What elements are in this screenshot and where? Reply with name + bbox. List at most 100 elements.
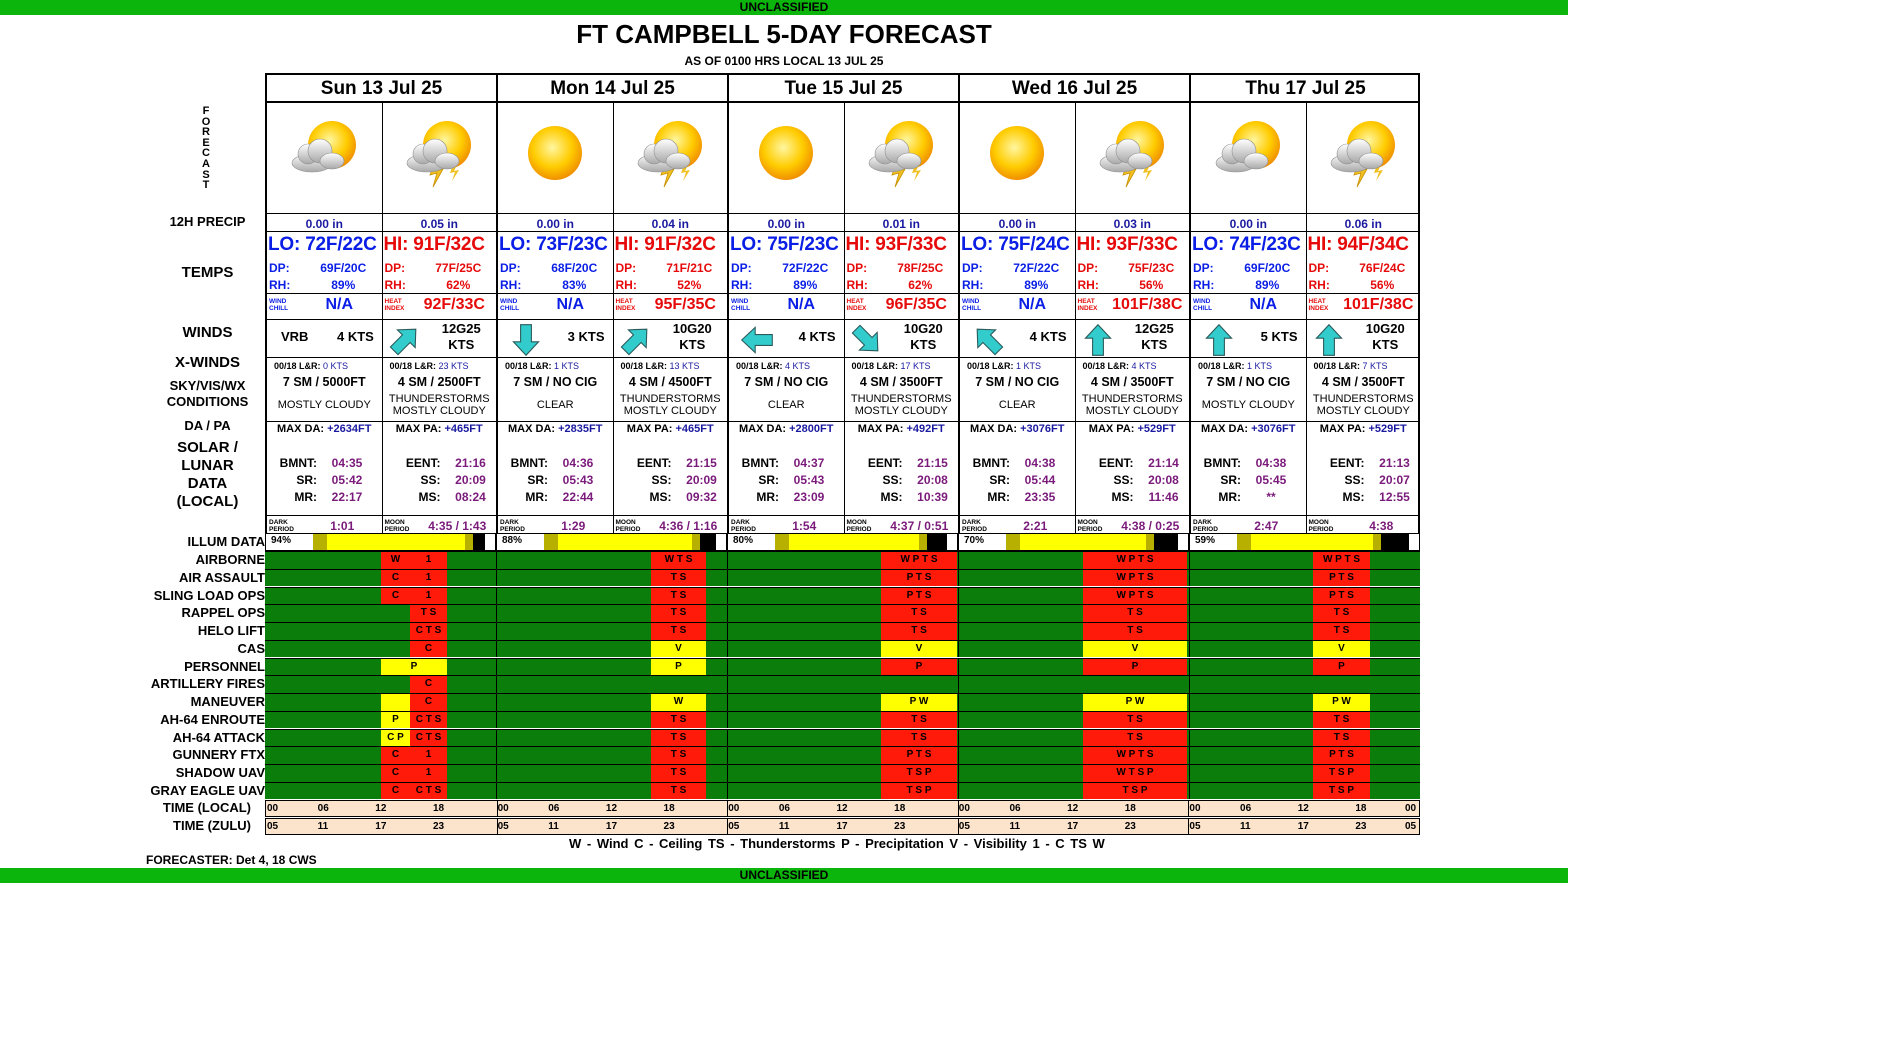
wind-chill-label: WIND CHILL — [1193, 298, 1306, 312]
ms-label: MS: — [418, 490, 441, 504]
impact-cell: C — [410, 676, 447, 693]
dark-period-label-line: PERIOD — [962, 526, 987, 533]
lo-precip: 0.00 in — [536, 217, 574, 231]
solar-label-2: LUNAR — [181, 457, 234, 474]
day-divider — [727, 676, 728, 693]
hi-period-column: 0.06 in HI: 94F/34C DP: 76F/24C RH: 56% HEAT IN… — [1305, 103, 1420, 537]
illum-label: ILLUM DATA — [187, 534, 266, 549]
time-tick: 00 — [1189, 803, 1201, 814]
day-divider — [496, 569, 497, 587]
mr-value: 22:44 — [562, 490, 594, 504]
impact-cell: T S — [1083, 711, 1187, 729]
mr-value: ** — [1266, 490, 1276, 504]
heat-index-label: HEAT INDEX — [847, 298, 959, 312]
hi-dewpoint: 77F/25C — [435, 261, 482, 275]
day-divider — [727, 569, 728, 587]
day-divider — [496, 658, 497, 676]
rh-label: RH: — [500, 278, 522, 292]
heat-index-label-line: HEAT — [615, 298, 633, 305]
dapa-value: +529FT — [1137, 423, 1176, 435]
impact-cell: P T S — [881, 587, 957, 605]
impact-cell: 1 — [410, 587, 447, 605]
day-divider — [727, 694, 728, 711]
time-tick: 17 — [1297, 821, 1309, 832]
forecast-letter: A — [202, 157, 210, 170]
sr-label: SR: — [296, 473, 317, 487]
impact-cell: P — [1083, 658, 1187, 676]
matrix-row-label: SLING LOAD OPS — [153, 587, 265, 603]
ss-value: 20:09 — [686, 473, 717, 487]
wind-speed: 5 KTS — [1260, 329, 1298, 344]
time-tick: 05 — [267, 821, 279, 832]
day-divider — [727, 782, 728, 800]
dapa-value: +3076FT — [1020, 423, 1065, 435]
dewpoint-label: DP: — [269, 261, 290, 275]
wx-line-1: THUNDERSTORMS — [1312, 393, 1414, 405]
precip-label: 12H PRECIP — [169, 214, 246, 229]
day-divider — [496, 782, 497, 800]
dewpoint-label: DP: — [731, 261, 752, 275]
moon-period-label-line: MOON — [615, 519, 636, 526]
day-divider — [727, 658, 728, 676]
wx-line-2: MOSTLY CLOUDY — [1316, 405, 1410, 417]
hi-period-column: 0.03 in HI: 93F/33C DP: 75F/23C RH: 56% HEAT IN… — [1074, 103, 1189, 537]
wx-line-2: MOSTLY CLOUDY — [392, 405, 486, 417]
xwind: 00/18 L&R: 17 KTS — [852, 361, 959, 371]
xwind-value: 1 KTS — [554, 361, 580, 371]
wind-arrow-icon — [389, 328, 416, 356]
impact-cell: T S P — [881, 765, 957, 782]
time-day-divider — [496, 819, 498, 834]
impact-cell: T S — [651, 729, 706, 747]
impact-cell: C — [381, 765, 410, 782]
bmnt-value: 04:36 — [562, 456, 594, 470]
ms-label: MS: — [649, 490, 672, 504]
row-divider — [1306, 213, 1420, 214]
hi-rh: 62% — [446, 278, 471, 292]
wx-line-2: MOSTLY CLOUDY — [1085, 405, 1179, 417]
time-tick: 23 — [894, 821, 906, 832]
day-divider — [496, 694, 497, 711]
row-divider — [1075, 319, 1189, 320]
lo-dewpoint: 72F/22C — [782, 261, 829, 275]
rh-label: RH: — [962, 278, 984, 292]
impact-cell: W P T S — [881, 552, 957, 569]
hi-precip: 0.06 in — [1344, 217, 1382, 231]
day-divider — [496, 711, 497, 729]
dewpoint-label: DP: — [1308, 261, 1330, 275]
row-divider — [498, 231, 613, 232]
time-local-label: TIME (LOCAL) — [162, 800, 251, 815]
impact-cell: T S P — [1313, 765, 1370, 782]
heat-index-label: HEAT INDEX — [616, 298, 728, 312]
sky-conditions: 7 SM / NO CIG — [975, 375, 1060, 389]
day-column: Sun 13 Jul 25 0.00 in LO: 72F/22C DP: 69F/20… — [267, 75, 498, 537]
illum-dark — [1381, 534, 1409, 550]
day-divider — [1189, 640, 1190, 658]
illum-dark — [700, 534, 716, 550]
hi-dewpoint: 75F/23C — [1128, 261, 1175, 275]
row-divider — [729, 213, 844, 214]
forecast-letter: F — [202, 105, 210, 117]
ms-value: 11:46 — [1148, 490, 1179, 504]
row-divider — [844, 319, 958, 320]
thunderstorm-icon — [637, 121, 703, 188]
lo-temp: LO: 73F/23C — [499, 234, 608, 255]
dapa-label: MAX DA: — [1201, 423, 1252, 435]
day-divider — [958, 765, 959, 782]
impact-cell: C T S — [410, 623, 447, 640]
xwind-value: 4 KTS — [1131, 361, 1157, 371]
density-pressure-altitude: MAX DA: +3076FT — [1191, 423, 1306, 435]
illum-moon-up — [327, 534, 465, 550]
cloud-shape — [406, 138, 460, 173]
impact-cell: 1 — [410, 765, 447, 782]
hi-dewpoint: 76F/24C — [1359, 261, 1406, 275]
day-divider — [727, 747, 728, 764]
lightning-bolt — [681, 165, 691, 181]
xwind-value: 17 KTS — [900, 361, 931, 371]
day-divider — [1189, 711, 1190, 729]
dapa-value: +2835FT — [558, 423, 603, 435]
impact-cell: C P — [381, 729, 410, 747]
lo-dewpoint: 68F/20C — [551, 261, 598, 275]
matrix-row-label: SHADOW UAV — [175, 765, 265, 780]
